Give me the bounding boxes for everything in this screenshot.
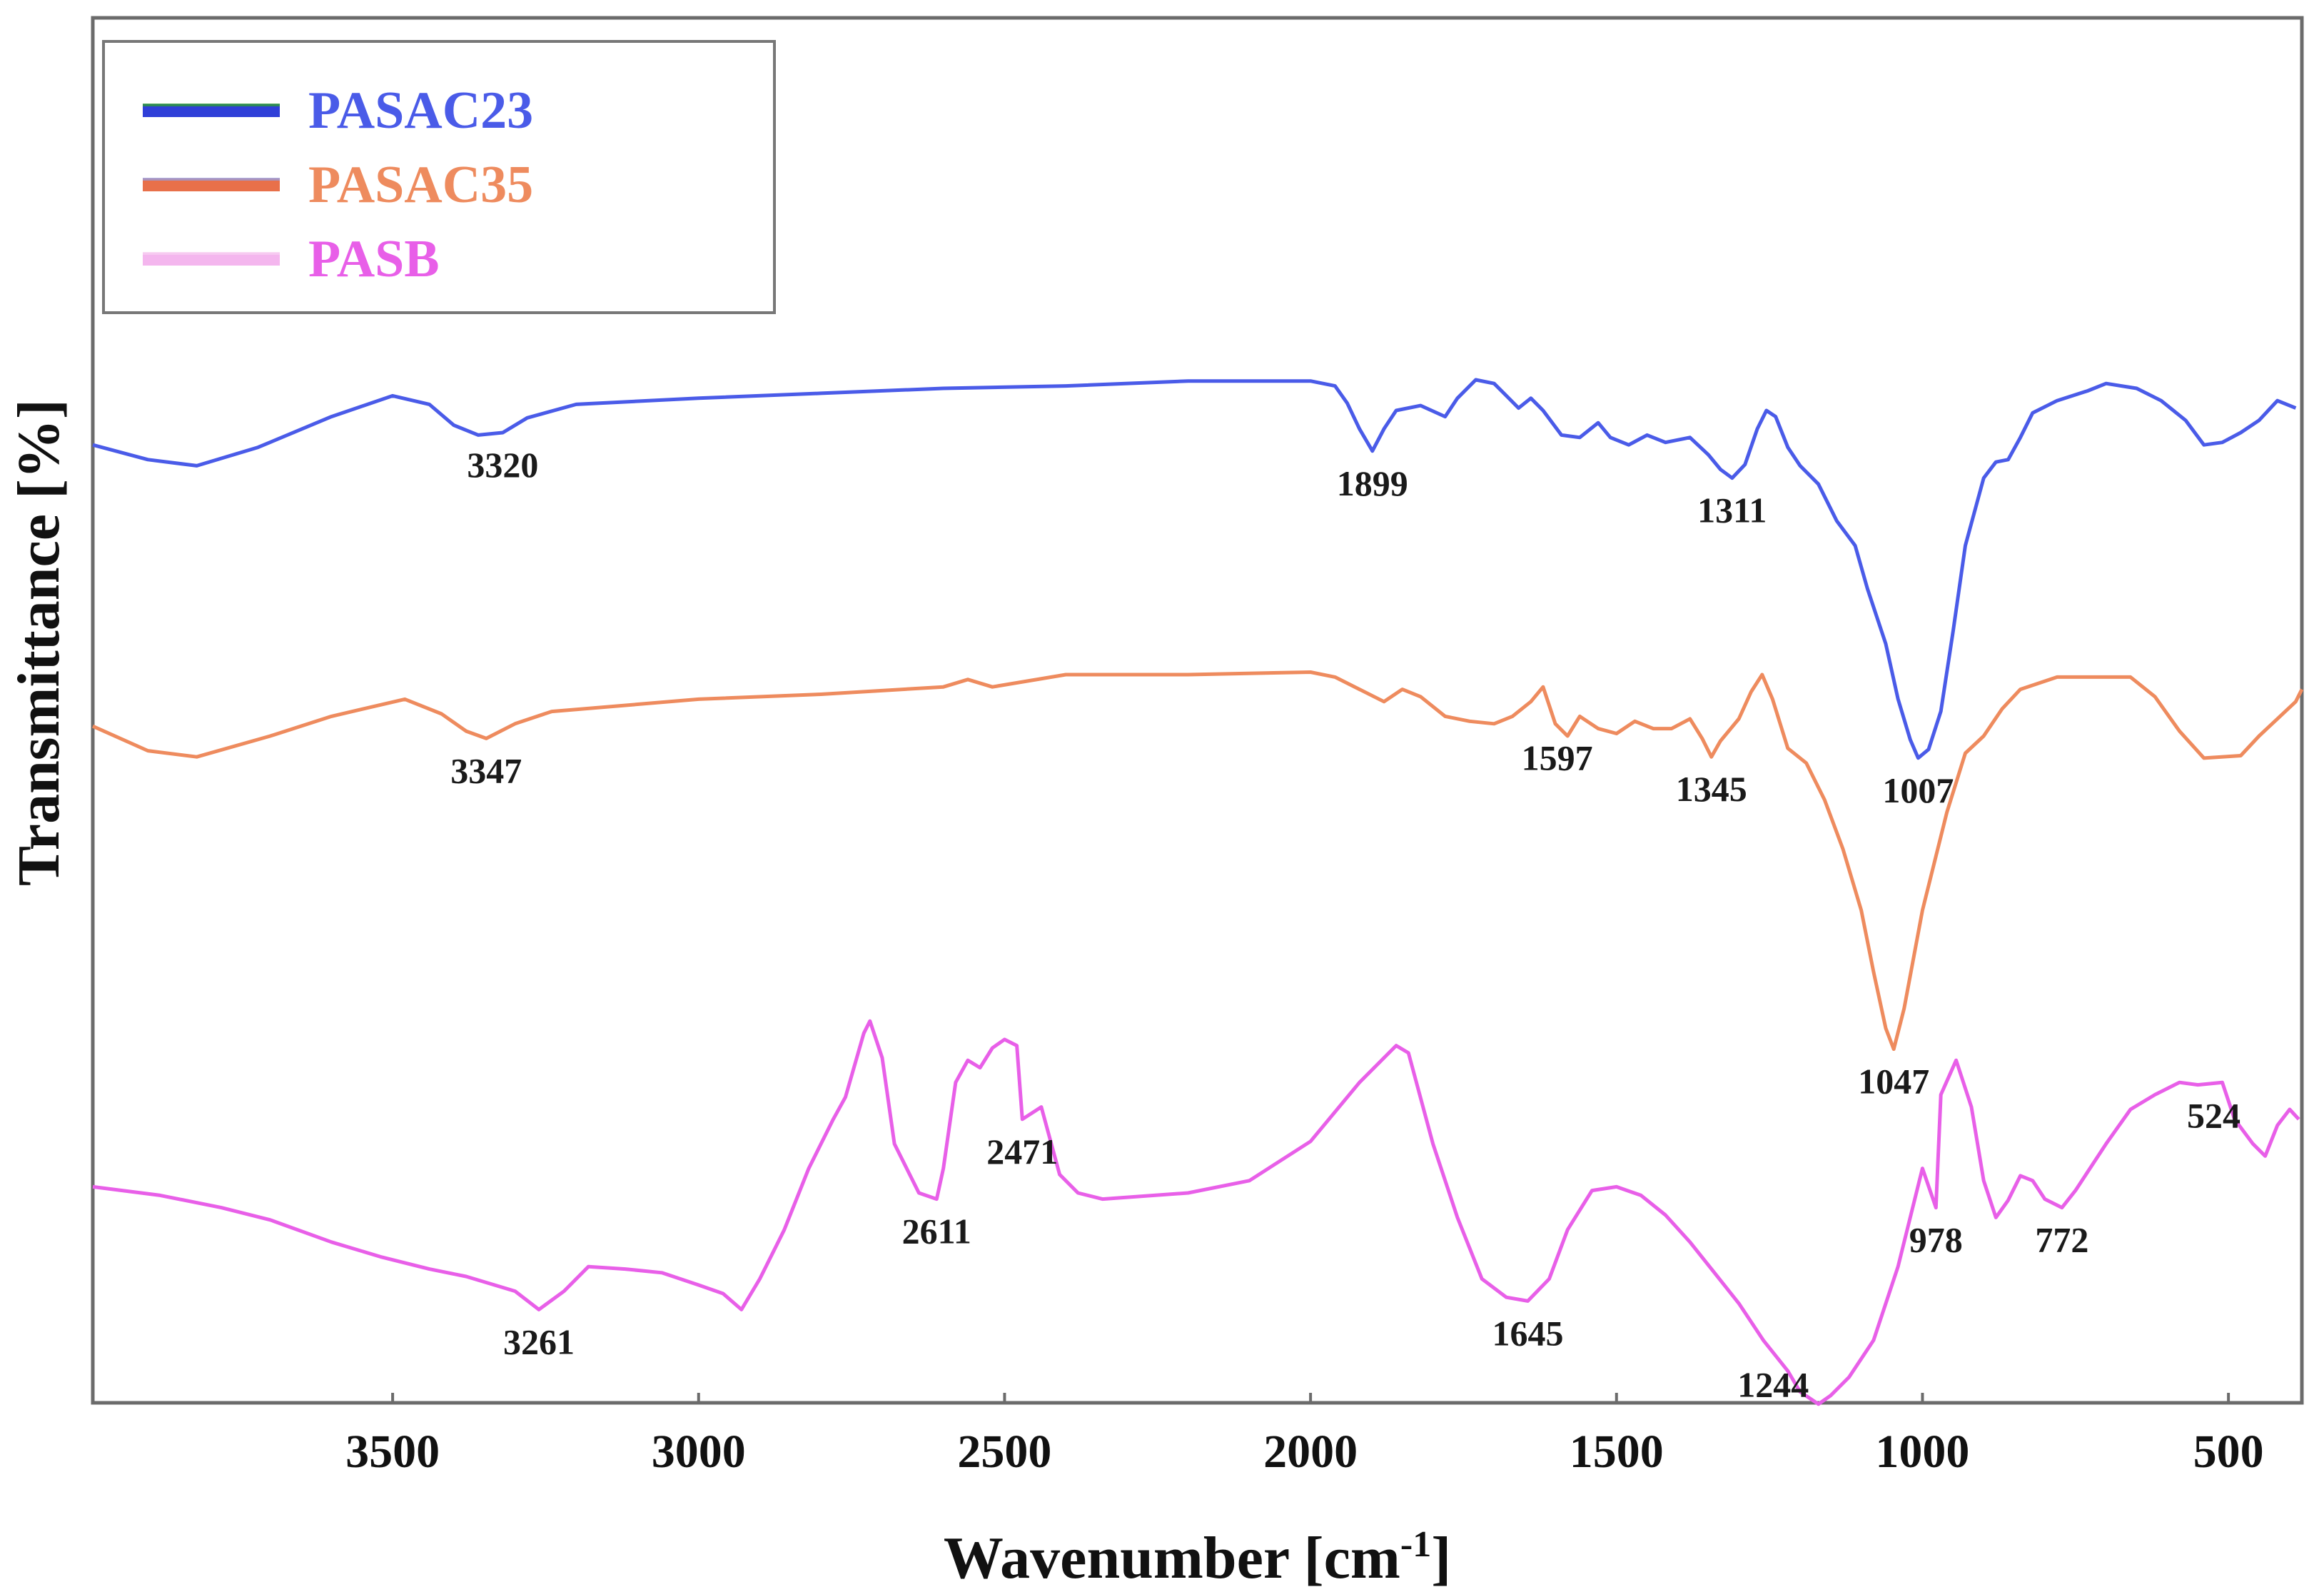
x-tick-label: 1000 bbox=[1875, 1426, 1969, 1478]
peak-label-1899: 1899 bbox=[1337, 463, 1408, 503]
plot-frame bbox=[91, 16, 2304, 1405]
peak-label-2471: 2471 bbox=[986, 1132, 1058, 1172]
peak-label-3261: 3261 bbox=[503, 1321, 575, 1361]
x-axis-title: Wavenumber [cm-1] bbox=[944, 1524, 1451, 1591]
peak-label-1007: 1007 bbox=[1882, 770, 1954, 810]
legend-box bbox=[102, 40, 776, 314]
series-line-pasac23 bbox=[92, 378, 2297, 760]
x-tick-label: 2500 bbox=[957, 1426, 1051, 1478]
x-tick-label: 3500 bbox=[345, 1426, 440, 1478]
peak-label-1047: 1047 bbox=[1858, 1062, 1929, 1102]
peak-label-3320: 3320 bbox=[467, 445, 538, 485]
peak-label-1311: 1311 bbox=[1697, 490, 1767, 530]
peak-label-1597: 1597 bbox=[1522, 737, 1593, 777]
peak-label-2611: 2611 bbox=[902, 1211, 971, 1251]
peak-label-772: 772 bbox=[2035, 1220, 2088, 1260]
legend-label-pasac35: PASAC35 bbox=[308, 156, 533, 214]
peak-label-978: 978 bbox=[1909, 1220, 1963, 1260]
x-tick-label: 500 bbox=[2193, 1426, 2264, 1478]
peak-label-1645: 1645 bbox=[1492, 1313, 1564, 1353]
legend-label-pasb: PASB bbox=[308, 230, 440, 288]
x-tick-label: 2000 bbox=[1263, 1426, 1358, 1478]
peak-label-524: 524 bbox=[2187, 1095, 2240, 1135]
series-line-pasac35 bbox=[91, 670, 2304, 1052]
y-axis-title: Transmittance [%] bbox=[6, 399, 72, 886]
x-tick-label: 1500 bbox=[1570, 1426, 1664, 1478]
peak-label-3347: 3347 bbox=[450, 750, 522, 790]
legend-label-pasac23: PASAC23 bbox=[308, 81, 533, 140]
x-tick-label: 3000 bbox=[652, 1426, 746, 1478]
peak-label-1244: 1244 bbox=[1737, 1365, 1809, 1405]
series-line-pasb bbox=[92, 1019, 2300, 1406]
peak-label-1345: 1345 bbox=[1676, 769, 1747, 809]
